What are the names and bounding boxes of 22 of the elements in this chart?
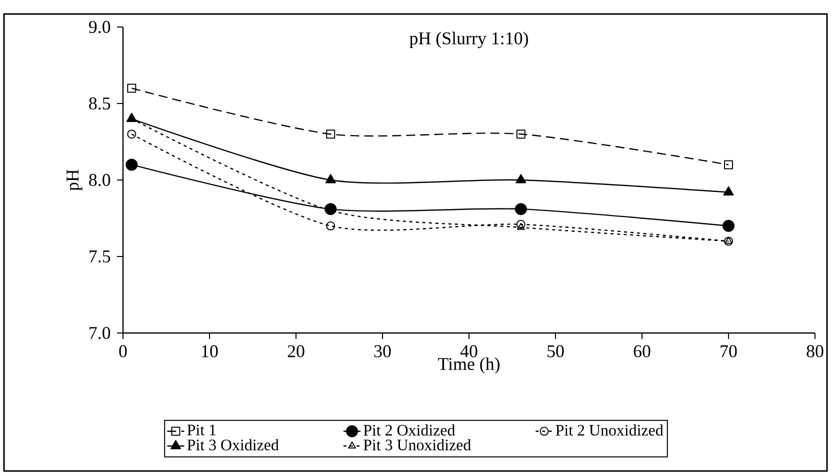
y-tick-label: 8.5 — [89, 97, 110, 110]
x-tick-label: 40 — [460, 345, 478, 358]
x-tick-label: 20 — [288, 345, 304, 358]
y-tick-label: 7.0 — [90, 326, 110, 340]
x-tick-label: 30 — [374, 345, 391, 358]
x-axis-title: Time (h) — [438, 357, 500, 374]
y-axis-title: pH — [66, 170, 82, 191]
chart-title: pH (Slurry 1:10) — [410, 32, 528, 48]
legend-label: Pit 2 Oxidized — [364, 424, 456, 436]
x-tick-label: 70 — [720, 345, 737, 358]
y-tick-label: 7.5 — [90, 250, 110, 262]
x-tick-label: 50 — [548, 345, 564, 358]
legend-label: Pit 2 Unoxidized — [556, 424, 664, 436]
x-tick-label: 0 — [119, 345, 127, 358]
x-tick-label: 10 — [202, 345, 218, 358]
y-tick-label: 9.0 — [88, 20, 110, 34]
legend-label: Pit 1 — [187, 424, 216, 436]
x-tick-label: 60 — [634, 345, 650, 358]
y-tick-label: 8.0 — [89, 174, 110, 186]
legend-label: Pit 3 Unoxidized — [364, 439, 471, 450]
legend-label: Pit 3 Oxidized — [187, 439, 279, 450]
x-tick-label: 80 — [806, 345, 824, 358]
